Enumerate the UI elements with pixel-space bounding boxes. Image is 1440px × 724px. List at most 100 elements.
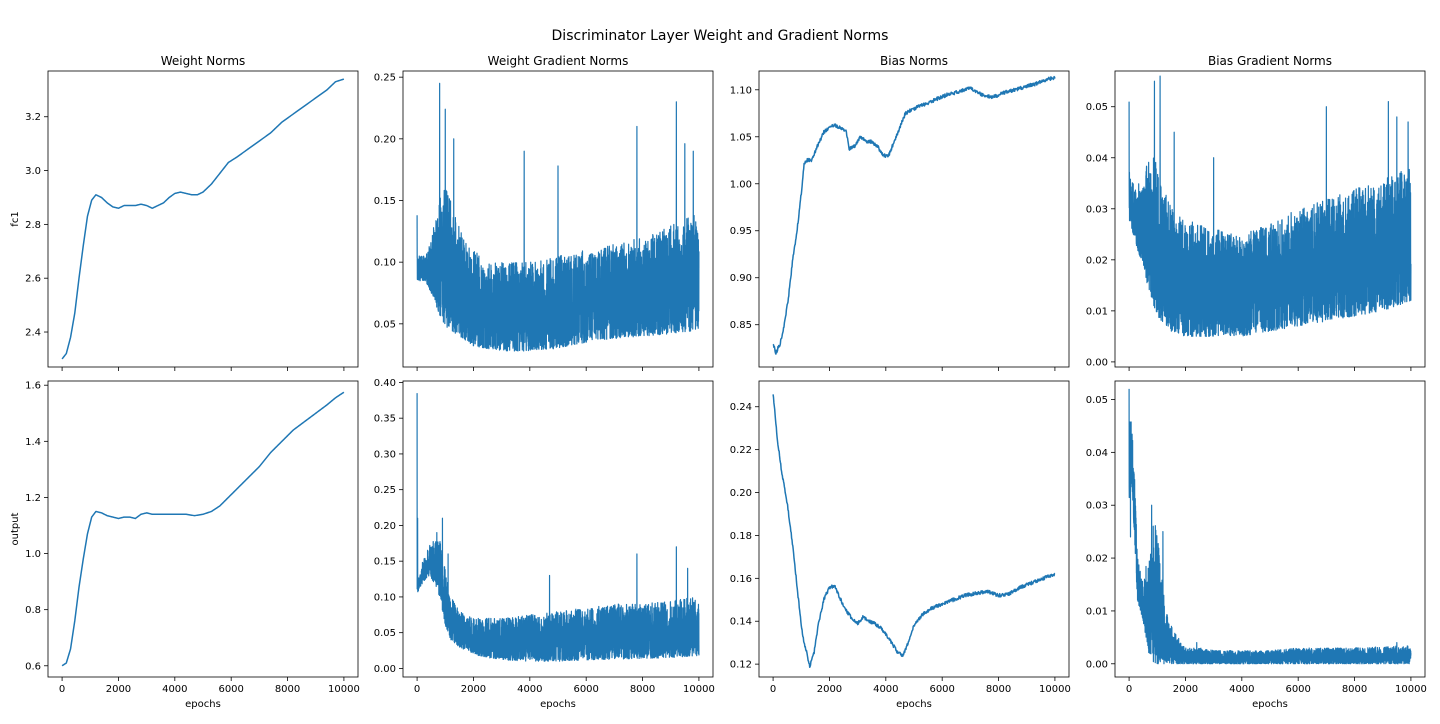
x-tick-label: 6000 (929, 684, 954, 695)
axes-frame (758, 380, 1070, 678)
x-tick-label: 0 (59, 684, 65, 695)
subplot-8: 0 2000 4000 6000 8000 10000 0.00 0.01 0.02 0.03 0.… (1086, 380, 1427, 710)
y-tick-label: 0.15 (374, 557, 396, 568)
subplot-2: 0.05 0.10 0.15 0.20 0.25 Weight Gradient Norm… (374, 54, 714, 371)
subplot-title: Bias Norms (880, 54, 948, 68)
series-line (416, 82, 700, 352)
y-tick-label: 1.00 (730, 179, 752, 190)
y-tick-label: 0.35 (374, 414, 396, 425)
x-tick-label: 0 (414, 684, 420, 695)
subplot-6: 0 2000 4000 6000 8000 10000 0.00 0.05 0.10 0.15 0.… (374, 378, 715, 710)
x-tick-label: 8000 (1342, 684, 1367, 695)
subplot-1: 2.4 2.6 2.8 3.0 3.2 Weight Norms fc1 (10, 54, 359, 371)
y-tick-label: 0.02 (1086, 554, 1108, 565)
x-tick-label: 8000 (630, 684, 655, 695)
series-line (772, 75, 1056, 355)
y-tick-label: 2.4 (25, 328, 41, 339)
x-axis-label: epochs (185, 699, 221, 710)
y-tick-label: 0.90 (730, 273, 752, 284)
y-tick-label: 0.12 (730, 660, 752, 671)
x-tick-label: 0 (1126, 684, 1132, 695)
y-tick-label: 0.15 (374, 196, 396, 207)
y-tick-label: 0.14 (730, 617, 752, 628)
x-tick-label: 4000 (162, 684, 187, 695)
x-tick-label: 2000 (461, 684, 486, 695)
subplot-title: Bias Gradient Norms (1208, 54, 1332, 68)
axes-frame (47, 380, 359, 678)
series-line (61, 78, 345, 360)
series-line (1128, 75, 1412, 337)
axes-frame (1114, 70, 1426, 368)
y-tick-label: 0.10 (374, 258, 396, 269)
y-tick-label: 0.00 (374, 664, 396, 675)
x-tick-label: 10000 (1039, 684, 1071, 695)
axes-frame (402, 380, 714, 678)
x-tick-label: 6000 (573, 684, 598, 695)
axes-frame (402, 70, 714, 368)
x-tick-label: 4000 (873, 684, 898, 695)
y-tick-label: 0.00 (1086, 659, 1108, 670)
y-tick-label: 0.10 (374, 592, 396, 603)
x-tick-label: 6000 (218, 684, 243, 695)
subplot-title: Weight Gradient Norms (488, 54, 629, 68)
y-tick-label: 0.25 (374, 73, 396, 84)
series-line (772, 394, 1056, 669)
y-tick-label: 1.05 (730, 132, 752, 143)
y-tick-label: 0.95 (730, 226, 752, 237)
y-tick-label: 3.2 (25, 112, 41, 123)
y-tick-label: 2.8 (25, 220, 41, 231)
y-tick-label: 0.6 (25, 661, 41, 672)
figure-suptitle: Discriminator Layer Weight and Gradient … (552, 28, 889, 44)
axes-frame (758, 70, 1070, 368)
subplot-7: 0 2000 4000 6000 8000 10000 0.12 0.14 0.16 0.18 0.… (730, 380, 1071, 710)
y-tick-label: 0.01 (1086, 606, 1108, 617)
subplot-5: 0 2000 4000 6000 8000 10000 0.6 0.8 1.0 1.2 1.4 1.6… (10, 380, 360, 710)
y-tick-label: 0.00 (1086, 357, 1108, 368)
series-line (1128, 388, 1412, 665)
y-axis-label: fc1 (10, 211, 21, 226)
x-tick-label: 10000 (328, 684, 360, 695)
y-tick-label: 0.04 (1086, 153, 1108, 164)
subplot-title: Weight Norms (161, 54, 246, 68)
y-tick-label: 0.20 (730, 488, 752, 499)
y-tick-label: 1.4 (25, 437, 41, 448)
y-tick-label: 1.0 (25, 549, 41, 560)
x-tick-label: 6000 (1285, 684, 1310, 695)
y-tick-label: 0.05 (1086, 102, 1108, 113)
y-tick-label: 0.05 (374, 319, 396, 330)
x-axis-label: epochs (1252, 699, 1288, 710)
x-axis-label: epochs (540, 699, 576, 710)
y-tick-label: 2.6 (25, 274, 41, 285)
x-tick-label: 10000 (1395, 684, 1427, 695)
y-tick-label: 0.85 (730, 320, 752, 331)
y-tick-label: 0.05 (1086, 395, 1108, 406)
y-tick-label: 0.05 (374, 628, 396, 639)
x-tick-label: 8000 (275, 684, 300, 695)
x-tick-label: 2000 (1173, 684, 1198, 695)
y-tick-label: 0.03 (1086, 501, 1108, 512)
y-tick-label: 0.40 (374, 378, 396, 389)
y-tick-label: 0.04 (1086, 448, 1108, 459)
y-tick-label: 0.30 (374, 449, 396, 460)
y-tick-label: 0.25 (374, 485, 396, 496)
x-tick-label: 2000 (817, 684, 842, 695)
y-tick-label: 0.18 (730, 531, 752, 542)
y-tick-label: 0.22 (730, 445, 752, 456)
y-tick-label: 1.2 (25, 493, 41, 504)
x-tick-label: 2000 (106, 684, 131, 695)
y-tick-label: 0.02 (1086, 255, 1108, 266)
x-tick-label: 4000 (1229, 684, 1254, 695)
y-tick-label: 0.16 (730, 574, 752, 585)
y-tick-label: 0.03 (1086, 204, 1108, 215)
y-tick-label: 0.01 (1086, 306, 1108, 317)
x-tick-label: 10000 (683, 684, 715, 695)
x-tick-label: 0 (770, 684, 776, 695)
y-tick-label: 1.6 (25, 381, 41, 392)
y-tick-label: 0.24 (730, 402, 752, 413)
axes-frame (1114, 380, 1426, 678)
subplot-3: 0.85 0.90 0.95 1.00 1.05 1.10 Bias Norms (730, 54, 1070, 371)
subplot-4: 0.00 0.01 0.02 0.03 0.04 0.05 Bias Gradient No… (1086, 54, 1426, 371)
x-tick-label: 4000 (517, 684, 542, 695)
